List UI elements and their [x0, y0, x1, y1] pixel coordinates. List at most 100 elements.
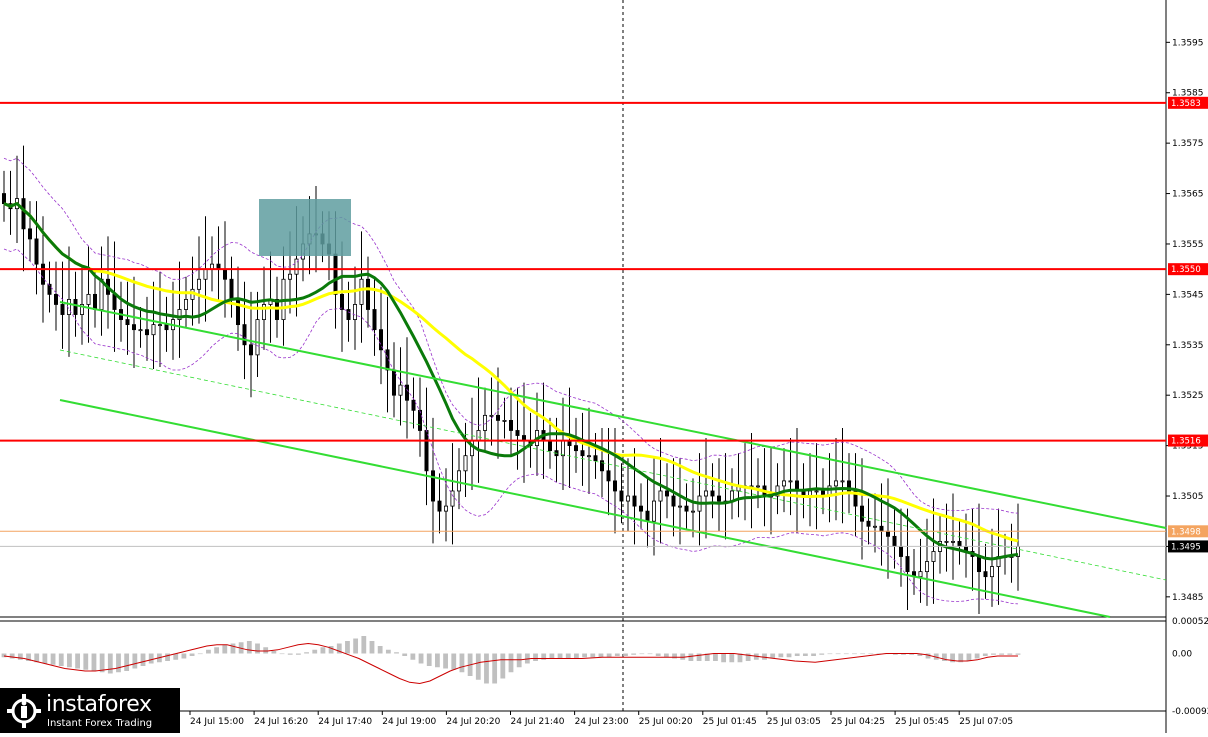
osc-bar — [435, 653, 440, 668]
level-label: 1.3498 — [1171, 527, 1201, 537]
osc-bar — [484, 653, 489, 684]
osc-bar — [770, 653, 776, 659]
level-label: 1.3550 — [1171, 265, 1201, 275]
osc-bar — [287, 653, 293, 655]
level-label-bg — [1168, 96, 1208, 109]
time-tick-label: 24 Jul 19:00 — [382, 717, 436, 727]
candle-body — [41, 263, 46, 285]
candle-body — [47, 283, 52, 295]
osc-bar — [304, 652, 309, 654]
candle-body — [983, 571, 988, 578]
osc-bar — [443, 653, 448, 669]
candle-body — [248, 344, 253, 356]
osc-bar — [377, 646, 383, 654]
candle-body — [665, 490, 670, 497]
bollinger-lower — [3, 248, 1019, 605]
osc-bar — [83, 653, 89, 670]
osc-bar — [696, 653, 702, 661]
osc-bar — [942, 653, 947, 661]
candle-body — [561, 440, 566, 457]
candle-body — [957, 540, 962, 547]
osc-bar — [475, 653, 481, 680]
candle-body — [671, 495, 676, 507]
candle-body — [21, 198, 26, 230]
candle-body — [86, 293, 91, 305]
osc-bar — [843, 653, 849, 655]
osc-bar — [574, 653, 579, 659]
osc-bar — [729, 653, 735, 663]
osc-bar — [336, 643, 342, 654]
time-tick-label: 24 Jul 16:20 — [254, 717, 308, 727]
candle-body — [385, 349, 390, 371]
osc-bar — [786, 653, 792, 658]
candle-body — [333, 253, 338, 295]
osc-bar — [819, 653, 825, 655]
candle-body — [125, 319, 130, 326]
osc-bar — [557, 653, 563, 659]
osc-bar — [672, 653, 677, 659]
osc-bar — [50, 653, 56, 665]
osc-bar — [966, 653, 972, 661]
osc-bar — [206, 649, 211, 654]
osc-bar — [590, 653, 596, 658]
candle-body — [482, 414, 487, 431]
osc-bar — [713, 653, 718, 661]
price-tick-label: 1.3595 — [1172, 38, 1204, 48]
osc-bar — [1, 653, 7, 658]
osc-bar — [418, 653, 424, 664]
osc-bar — [328, 646, 334, 654]
candle-body — [463, 455, 468, 472]
osc-bar — [639, 653, 645, 655]
candle-body — [2, 193, 7, 205]
candle-body — [131, 324, 136, 331]
candle-body — [645, 510, 650, 522]
osc-bar — [565, 653, 571, 659]
osc-bar — [271, 651, 277, 654]
osc-bar — [42, 653, 48, 664]
candle-body — [352, 304, 357, 320]
candle-body — [495, 414, 500, 421]
osc-bar — [165, 653, 170, 661]
osc-bar — [999, 653, 1005, 655]
candle-body — [847, 480, 852, 492]
osc-bar — [549, 653, 555, 659]
candle-body — [639, 505, 644, 512]
candle-body — [626, 495, 631, 502]
osc-bar — [762, 653, 767, 660]
price-tick-label: 1.3515 — [1172, 442, 1204, 452]
osc-bar — [385, 649, 391, 654]
osc-bar — [263, 647, 269, 654]
candle-body — [255, 319, 260, 356]
candle-body — [391, 369, 396, 396]
osc-tick-label: -0.00092 — [1172, 707, 1208, 717]
osc-bar — [279, 653, 285, 655]
osc-bar — [58, 653, 64, 666]
osc-tick-label: 0.00052 — [1172, 617, 1208, 627]
candle-body — [788, 480, 793, 483]
osc-bar — [745, 653, 751, 661]
osc-bar — [246, 641, 252, 654]
channel-upper-line — [59, 301, 1167, 529]
candle-body — [704, 490, 709, 497]
osc-bar — [17, 653, 23, 660]
osc-bar — [860, 653, 866, 655]
candle-body — [450, 490, 455, 507]
moving-average-yellow — [3, 201, 1019, 543]
osc-bar — [925, 653, 931, 659]
channel-lower-line — [59, 399, 1111, 618]
osc-bar — [598, 653, 604, 658]
candle-body — [183, 299, 188, 310]
level-label: 1.3495 — [1171, 542, 1201, 552]
candle-body — [756, 485, 761, 488]
candle-body — [951, 540, 956, 543]
osc-bar — [500, 653, 506, 679]
osc-bar — [426, 653, 432, 666]
channel-mid-line — [59, 349, 1167, 581]
osc-bar — [451, 653, 457, 670]
candle-body — [944, 540, 949, 543]
osc-bar — [704, 653, 710, 661]
osc-bar — [132, 653, 138, 669]
candle-body — [144, 329, 149, 336]
candle-body — [398, 384, 403, 396]
